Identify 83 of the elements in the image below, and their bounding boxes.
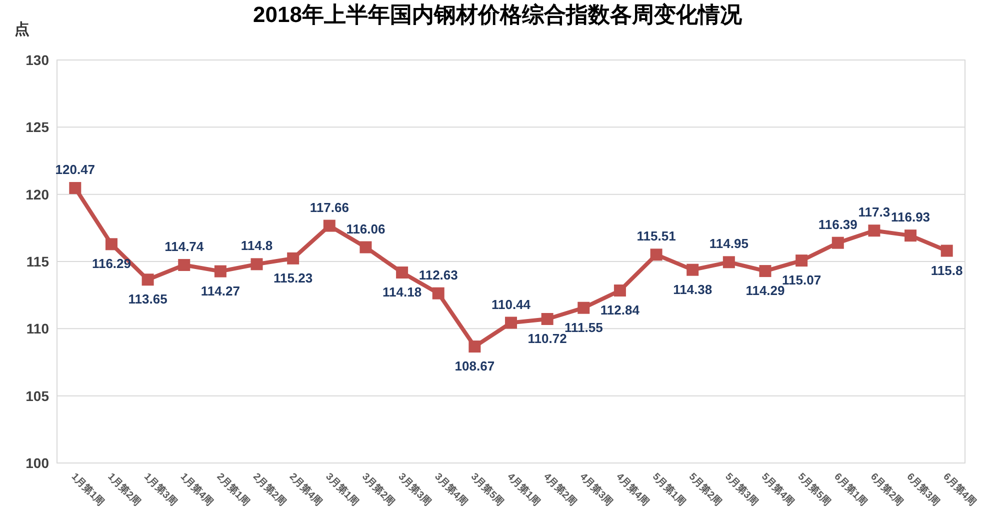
x-tick-label: 5月第2周	[686, 470, 724, 508]
point	[940, 244, 953, 257]
point	[650, 248, 662, 261]
point	[468, 340, 481, 353]
data-label: 116.39	[818, 216, 858, 232]
x-tick-label: 1月第1周	[69, 470, 107, 508]
x-tick-label: 4月第4周	[614, 470, 652, 508]
point	[686, 264, 699, 276]
point	[541, 312, 554, 325]
x-tick-label: 3月第1周	[323, 470, 361, 508]
data-label: 112.63	[418, 267, 458, 282]
y-tick-label: 125	[26, 119, 50, 136]
data-label: 117.3	[858, 204, 890, 220]
y-tick-label: 115	[26, 254, 50, 270]
point	[323, 220, 336, 232]
point	[105, 238, 118, 250]
point	[722, 256, 735, 268]
data-label: 108.67	[454, 358, 495, 374]
x-tick-label: 5月第5周	[795, 470, 834, 508]
x-tick-label: 5月第3周	[722, 470, 760, 508]
point	[142, 274, 154, 286]
point	[287, 252, 300, 264]
point	[505, 316, 517, 329]
data-label: 114.38	[673, 282, 712, 297]
data-label: 116.29	[92, 256, 132, 272]
x-tick-label: 6月第4周	[940, 470, 978, 508]
chart-title: 2018年上半年国内钢材价格综合指数各周变化情况	[253, 2, 743, 27]
x-tick-label: 5月第1周	[650, 470, 688, 508]
x-tick-label: 5月第4周	[759, 470, 797, 508]
x-tick-label: 6月第3周	[904, 470, 942, 508]
point	[796, 254, 808, 267]
point	[432, 287, 444, 300]
data-label: 120.47	[55, 162, 96, 178]
x-tick-label: 6月第1周	[832, 470, 870, 508]
data-label: 114.74	[164, 238, 204, 254]
y-tick-label: 130	[26, 52, 50, 68]
x-tick-label: 2月第1周	[214, 470, 252, 508]
y-tick-label: 100	[26, 455, 50, 471]
y-axis-title: 点	[14, 21, 30, 38]
data-label: 113.65	[128, 292, 168, 307]
point	[178, 258, 190, 271]
data-label: 117.66	[310, 200, 349, 215]
y-tick-label: 120	[26, 186, 50, 202]
point	[360, 241, 372, 254]
x-tick-label: 3月第3周	[396, 470, 434, 508]
data-label: 114.29	[746, 283, 785, 298]
x-tick-label: 1月第4周	[178, 470, 216, 508]
data-label: 114.18	[382, 284, 422, 300]
y-tick-label: 105	[26, 388, 50, 404]
x-tick-label: 6月第2周	[868, 470, 906, 508]
point	[578, 302, 590, 314]
point	[832, 236, 844, 249]
x-tick-label: 3月第5周	[468, 470, 506, 508]
data-label: 116.06	[346, 221, 386, 236]
data-label: 115.8	[930, 262, 963, 278]
x-tick-label: 4月第3周	[578, 470, 616, 508]
point	[214, 265, 226, 278]
y-tick-label: 110	[26, 320, 50, 337]
x-tick-label: 3月第4周	[432, 470, 470, 508]
x-tick-label: 3月第2周	[360, 470, 398, 508]
point	[759, 265, 772, 278]
x-tick-label: 4月第2周	[541, 470, 579, 508]
data-label: 114.27	[200, 283, 240, 298]
data-label: 116.93	[890, 210, 930, 225]
data-label: 112.84	[600, 302, 640, 318]
x-tick-label: 1月第2周	[105, 470, 143, 508]
point	[396, 266, 408, 279]
data-label: 110.44	[491, 296, 532, 312]
point	[614, 284, 626, 297]
point	[250, 258, 263, 270]
point	[868, 224, 880, 237]
data-label: 114.95	[709, 236, 748, 252]
data-label: 115.23	[274, 270, 313, 286]
x-tick-label: 2月第4周	[286, 470, 325, 508]
point	[69, 182, 82, 194]
data-label: 111.55	[564, 320, 603, 335]
point	[904, 230, 917, 242]
x-tick-label: 1月第3周	[142, 470, 180, 508]
x-tick-label: 2月第2周	[250, 470, 288, 508]
data-label: 110.72	[528, 330, 567, 346]
x-tick-label: 4月第1周	[504, 470, 542, 508]
data-label: 114.8	[240, 238, 273, 254]
data-label: 115.51	[636, 228, 676, 244]
